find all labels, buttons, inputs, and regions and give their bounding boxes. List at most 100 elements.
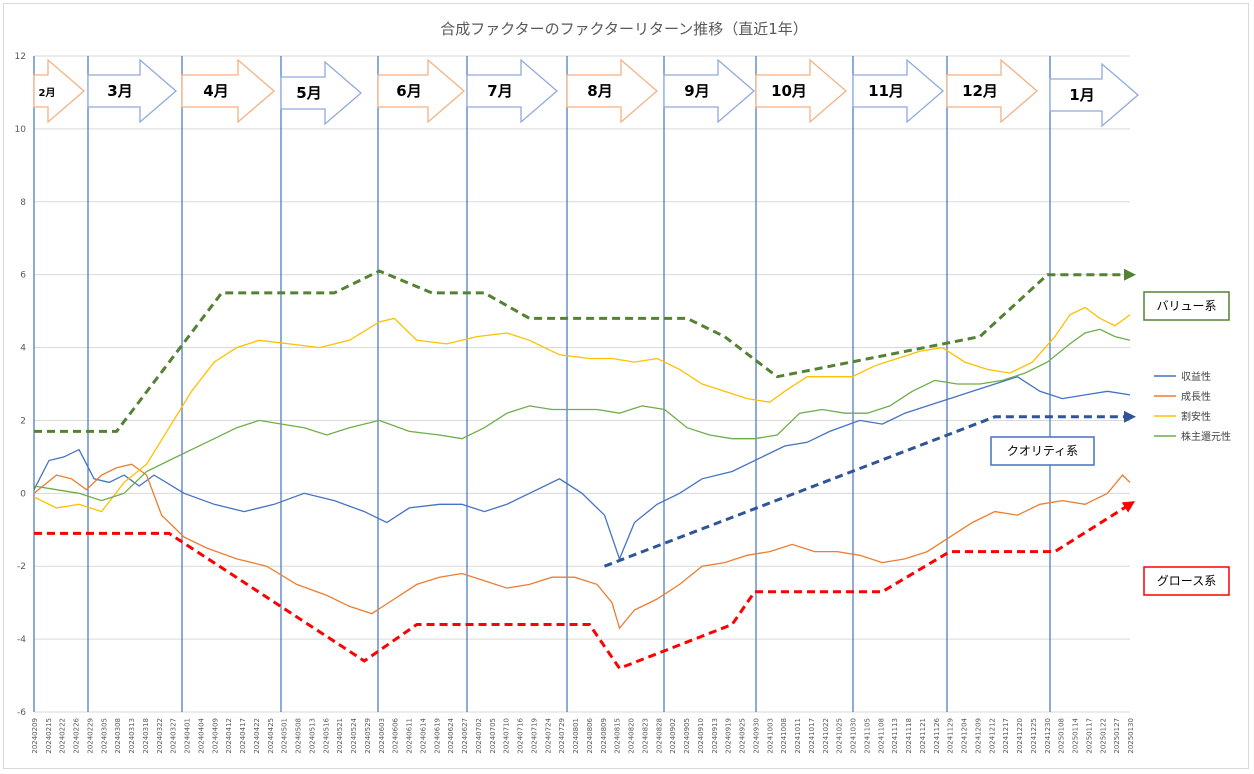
legend-label: 収益性: [1181, 370, 1211, 383]
x-tick-label: 20241225: [1030, 718, 1038, 754]
series-line: [33, 306, 1131, 513]
x-tick-label: 20250130: [1127, 718, 1135, 754]
x-tick-label: 20241108: [877, 718, 885, 754]
quality-trend-arrow: [603, 410, 1136, 568]
x-tick-label: 20240417: [239, 718, 247, 754]
x-tick-label: 20241017: [808, 718, 816, 754]
x-tick-label: 20241025: [836, 718, 844, 754]
month-arrow: [852, 58, 944, 124]
x-tick-label: 20240719: [530, 718, 538, 754]
month-label: 12月: [962, 82, 998, 100]
month-arrows: 2月 3月 4月 5月 6月 7月 8月 9月 10月 11月 12月 1月: [33, 58, 1139, 128]
x-tick-label: 20240930: [752, 718, 760, 754]
x-tick-label: 20240905: [683, 718, 691, 754]
month-dividers: [33, 56, 1051, 712]
month-arrow: [946, 58, 1038, 124]
x-tick-label: 20241129: [947, 718, 955, 754]
month-arrow: [280, 60, 362, 126]
series-line: [33, 375, 1131, 561]
x-tick-label: 20240627: [461, 718, 469, 754]
x-tick-label: 20241230: [1044, 718, 1052, 754]
month-label: 3月: [107, 82, 132, 100]
month-arrow: [566, 58, 658, 124]
x-tick-label: 20240322: [156, 718, 164, 754]
x-tick-label: 20241209: [974, 718, 982, 754]
x-tick-label: 20240611: [406, 718, 414, 754]
x-tick-label: 20240705: [489, 718, 497, 754]
x-axis-ticks: 20240209 20240215 20240222 20240226 20240229…: [31, 717, 1135, 753]
x-tick-label: 20240806: [586, 717, 594, 753]
x-tick-label: 20240624: [447, 717, 455, 753]
x-tick-label: 20241204: [961, 717, 969, 753]
x-tick-label: 20240606: [392, 717, 400, 753]
x-tick-label: 20241118: [905, 718, 913, 754]
x-tick-label: 20240529: [364, 718, 372, 754]
x-tick-label: 20240913: [711, 718, 719, 754]
x-tick-label: 20240809: [600, 718, 608, 754]
month-label: 8月: [587, 82, 612, 100]
x-tick-label: 20241113: [891, 718, 899, 754]
x-tick-label: 20241220: [1016, 718, 1024, 754]
month-label: 7月: [487, 82, 512, 100]
x-tick-label: 20241212: [988, 718, 996, 754]
x-tick-label: 20241105: [863, 718, 871, 754]
month-label: 4月: [203, 82, 228, 100]
x-tick-label: 20240815: [614, 718, 622, 754]
x-tick-label: 20240910: [697, 718, 705, 754]
x-tick-label: 20240603: [378, 718, 386, 754]
value-group-label: バリュー系: [1156, 299, 1216, 313]
y-tick-label: 8: [20, 198, 26, 208]
month-label: 10月: [771, 82, 807, 100]
x-tick-label: 20241011: [794, 718, 802, 754]
x-tick-label: 20240702: [475, 718, 483, 754]
x-tick-label: 20240401: [184, 718, 192, 754]
month-arrow: [181, 58, 275, 124]
x-tick-label: 20241030: [850, 718, 858, 754]
x-tick-label: 20240619: [433, 718, 441, 754]
x-tick-label: 20241126: [933, 717, 941, 753]
y-tick-label: -6: [17, 708, 26, 718]
x-tick-label: 20241121: [919, 718, 927, 754]
chart-title: 合成ファクターのファクターリターン推移（直近1年）: [440, 20, 808, 38]
x-tick-label: 20240422: [253, 718, 261, 754]
y-tick-label: 4: [20, 344, 26, 354]
growth-trend-arrow: [34, 501, 1136, 671]
x-tick-label: 20240226: [73, 717, 81, 753]
quality-group-label: クオリティ系: [1007, 444, 1078, 458]
x-tick-label: 20240313: [128, 718, 136, 754]
x-tick-label: 20250114: [1072, 717, 1080, 753]
x-tick-label: 20240716: [517, 717, 525, 753]
x-tick-label: 20240801: [572, 718, 580, 754]
month-arrow: [377, 58, 465, 124]
y-tick-label: 0: [20, 489, 26, 499]
x-tick-label: 20240823: [641, 718, 649, 754]
growth-group-label-box: [1143, 566, 1230, 596]
x-tick-label: 20240902: [669, 718, 677, 754]
x-tick-label: 20241217: [1002, 718, 1010, 754]
x-tick-label: 20240222: [59, 718, 67, 754]
month-arrow: [1049, 62, 1139, 128]
x-tick-label: 20250127: [1113, 718, 1121, 754]
month-arrow: [33, 58, 85, 124]
x-tick-label: 20240412: [225, 718, 233, 754]
y-tick-label: 6: [20, 271, 26, 281]
month-arrow: [87, 58, 177, 124]
x-tick-label: 20240614: [419, 717, 427, 753]
month-arrow: [755, 58, 847, 124]
x-tick-label: 20250108: [1058, 718, 1066, 754]
y-tick-label: -4: [17, 635, 26, 645]
x-tick-label: 20240925: [739, 718, 747, 754]
growth-group-label: グロース系: [1157, 574, 1216, 588]
month-label: 9月: [684, 82, 709, 100]
legend-label: 成長性: [1181, 390, 1211, 403]
x-tick-label: 20240919: [725, 718, 733, 754]
x-tick-label: 20240508: [295, 718, 303, 754]
x-tick-label: 20240724: [544, 717, 552, 753]
x-tick-label: 20240513: [308, 718, 316, 754]
x-tick-label: 20250122: [1099, 718, 1107, 754]
trend-arrows: [34, 268, 1136, 671]
x-tick-label: 20241022: [822, 718, 830, 754]
month-label: 5月: [296, 84, 321, 102]
x-tick-label: 20240215: [45, 718, 53, 754]
